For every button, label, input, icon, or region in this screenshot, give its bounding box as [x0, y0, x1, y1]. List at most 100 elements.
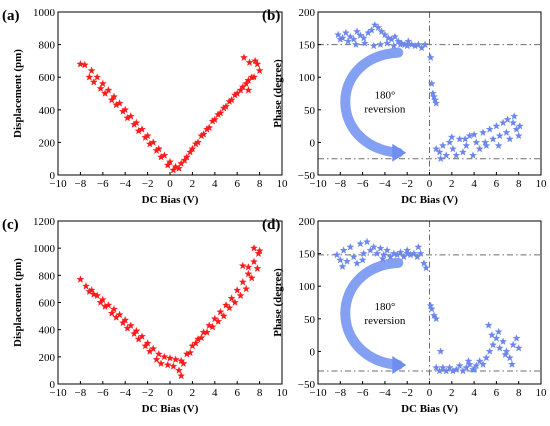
x-tick-label: 0 [427, 387, 433, 399]
data-point [179, 359, 188, 368]
data-point [403, 249, 412, 257]
data-point [123, 324, 132, 332]
y-tick-label: 800 [39, 40, 56, 52]
data-point [160, 151, 169, 159]
y-tick-label: 200 [299, 216, 316, 228]
reversion-arrow [340, 257, 404, 370]
x-tick-label: 10 [277, 178, 289, 190]
y-tick-label: 600 [39, 72, 56, 84]
data-point [205, 321, 214, 329]
x-tick-label: 2 [190, 387, 196, 399]
x-tick-label: 6 [234, 178, 240, 190]
data-point [470, 365, 479, 374]
data-point [115, 99, 124, 107]
x-tick-label: 10 [536, 178, 548, 190]
data-point [432, 314, 441, 323]
x-tick-label: −8 [334, 178, 346, 190]
data-point [494, 141, 503, 150]
plot-frame [57, 11, 283, 176]
data-point [501, 350, 510, 359]
data-point [96, 298, 105, 306]
data-point [479, 360, 487, 368]
data-point [482, 353, 491, 362]
x-tick-label: −6 [97, 178, 109, 190]
panel-a: −10 −8 −6 −4 −2 0 2 4 6 8 10 0 200 400 600 800 1000 DC Bi… [2, 7, 288, 206]
data-point [76, 275, 85, 283]
data-point [107, 95, 116, 104]
x-tick-label: 0 [167, 178, 173, 190]
reversion-arrowhead [392, 143, 407, 162]
data-point [336, 255, 345, 264]
reversion-arrow [340, 47, 404, 158]
data-point [442, 151, 451, 159]
panel-d: 180° reversion −10 −8 −6 −4 −2 0 2 4 6 8 10 −50 0 50 100… [262, 216, 547, 415]
data-point [186, 348, 195, 357]
x-tick-label: 8 [516, 178, 522, 190]
data-point [186, 148, 195, 156]
data-point [502, 128, 511, 136]
data-point [245, 58, 254, 66]
data-point [214, 110, 223, 119]
data-point [244, 86, 253, 94]
data-point [253, 264, 262, 272]
data-point [429, 311, 438, 319]
data-point [422, 263, 431, 272]
data-point [149, 138, 158, 146]
y-tick-label: 600 [39, 298, 56, 310]
data-point [438, 141, 447, 150]
data-point [82, 282, 90, 290]
data-point [485, 347, 494, 355]
data-point [169, 165, 178, 174]
data-point [510, 112, 519, 120]
data-point [359, 249, 368, 257]
data-point [166, 157, 174, 166]
data-point [349, 35, 358, 43]
data-point [495, 131, 504, 140]
data-point [384, 33, 393, 42]
data-point [390, 32, 399, 41]
data-point [89, 77, 98, 86]
data-point [419, 259, 428, 267]
data-point [166, 354, 174, 362]
data-point [247, 73, 256, 81]
data-point [469, 151, 477, 159]
annotation-line-1: 180° [374, 301, 395, 313]
data-point [112, 100, 121, 109]
data-point [470, 130, 479, 138]
data-point [141, 133, 150, 141]
data-point [110, 305, 118, 313]
data-point [494, 327, 503, 336]
data-point [502, 347, 511, 355]
data-point [247, 273, 256, 282]
data-point [332, 250, 341, 259]
data-point [76, 59, 85, 68]
data-point [353, 259, 362, 267]
data-point [219, 103, 228, 112]
annotation-line-1: 180° [374, 90, 395, 102]
data-point [191, 139, 200, 148]
data-point [416, 249, 425, 257]
data-point [160, 352, 169, 361]
data-point [236, 86, 245, 94]
x-tick-label: 4 [212, 387, 218, 399]
data-point [346, 242, 355, 251]
x-tick-label: −2 [401, 178, 413, 190]
data-point [432, 363, 441, 372]
x-axis-title: DC Bias (V) [142, 194, 199, 206]
reversion-arrowhead [392, 355, 407, 374]
data-point [141, 341, 150, 350]
data-point [432, 144, 441, 153]
data-point [475, 144, 484, 153]
data-point [107, 309, 116, 317]
data-point [152, 146, 161, 154]
y-tick-label: 200 [39, 352, 56, 364]
data-point [514, 343, 523, 352]
data-point [485, 125, 494, 133]
panel-c: −10 −8 −6 −4 −2 0 2 4 6 8 10 0 200 400 600 800 1000 1200 D… [2, 216, 288, 415]
x-tick-label: −4 [379, 387, 391, 399]
data-point [484, 321, 493, 329]
x-tick-label: 6 [494, 387, 500, 399]
data-point [174, 164, 183, 172]
data-point [225, 97, 234, 106]
y-axis-title: Displacement (pm) [12, 49, 24, 138]
